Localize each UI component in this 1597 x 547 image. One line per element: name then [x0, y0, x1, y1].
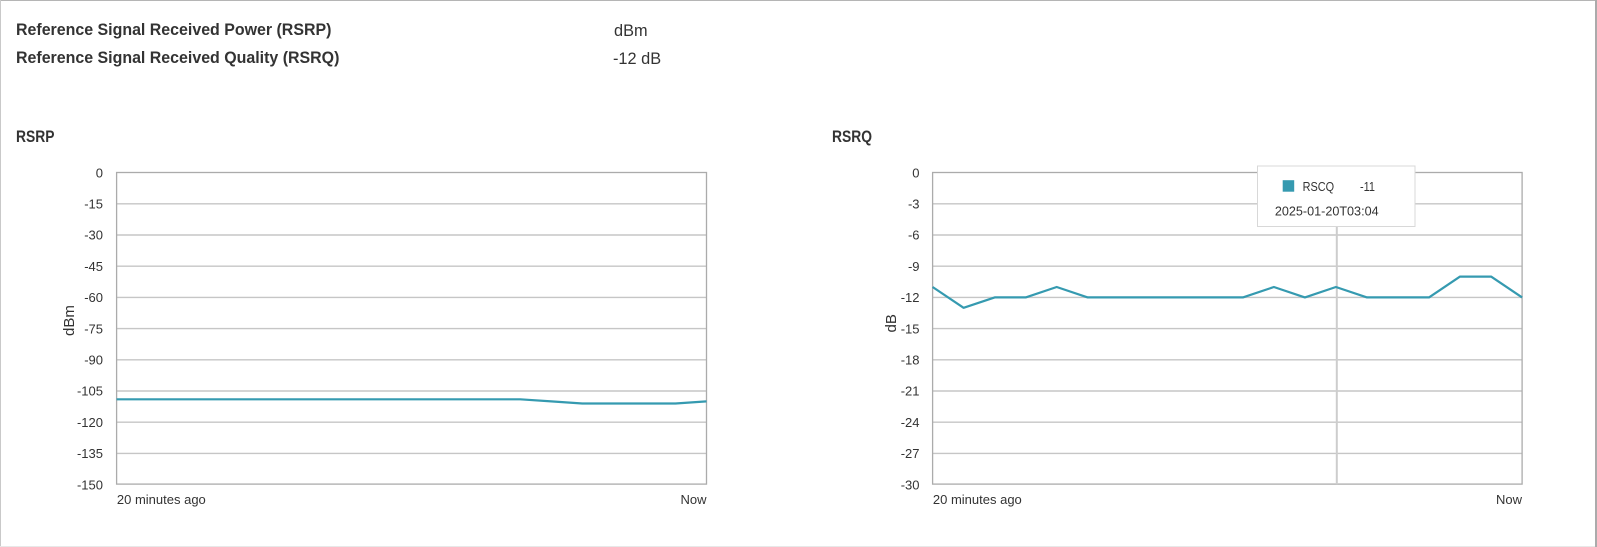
- svg-text:-75: -75: [84, 321, 103, 336]
- svg-text:-24: -24: [901, 415, 920, 430]
- svg-text:-15: -15: [901, 321, 920, 336]
- svg-text:0: 0: [96, 165, 103, 180]
- svg-text:dBm: dBm: [61, 305, 78, 336]
- svg-text:-45: -45: [84, 259, 103, 274]
- svg-text:-90: -90: [84, 353, 103, 368]
- svg-text:-27: -27: [901, 446, 920, 461]
- svg-text:-21: -21: [901, 384, 920, 399]
- svg-text:-150: -150: [77, 477, 103, 492]
- svg-text:-6: -6: [908, 228, 920, 243]
- svg-text:dB: dB: [883, 314, 900, 332]
- svg-text:-30: -30: [901, 477, 920, 492]
- svg-text:2025-01-20T03:04: 2025-01-20T03:04: [1275, 204, 1379, 219]
- svg-text:RSCQ: RSCQ: [1303, 179, 1335, 194]
- svg-text:-105: -105: [77, 384, 103, 399]
- svg-text:Now: Now: [680, 492, 707, 507]
- svg-text:-120: -120: [77, 415, 103, 430]
- svg-text:-3: -3: [908, 197, 920, 212]
- svg-text:-11: -11: [1360, 179, 1375, 194]
- svg-text:0: 0: [912, 165, 919, 180]
- svg-text:-18: -18: [901, 353, 920, 368]
- svg-text:-60: -60: [84, 290, 103, 305]
- svg-text:-30: -30: [84, 228, 103, 243]
- svg-text:-15: -15: [84, 197, 103, 212]
- svg-text:-135: -135: [77, 446, 103, 461]
- svg-text:20 minutes ago: 20 minutes ago: [117, 492, 206, 507]
- svg-text:20 minutes ago: 20 minutes ago: [933, 492, 1022, 507]
- svg-text:Now: Now: [1496, 492, 1523, 507]
- svg-text:-9: -9: [908, 259, 920, 274]
- svg-text:-12: -12: [901, 290, 920, 305]
